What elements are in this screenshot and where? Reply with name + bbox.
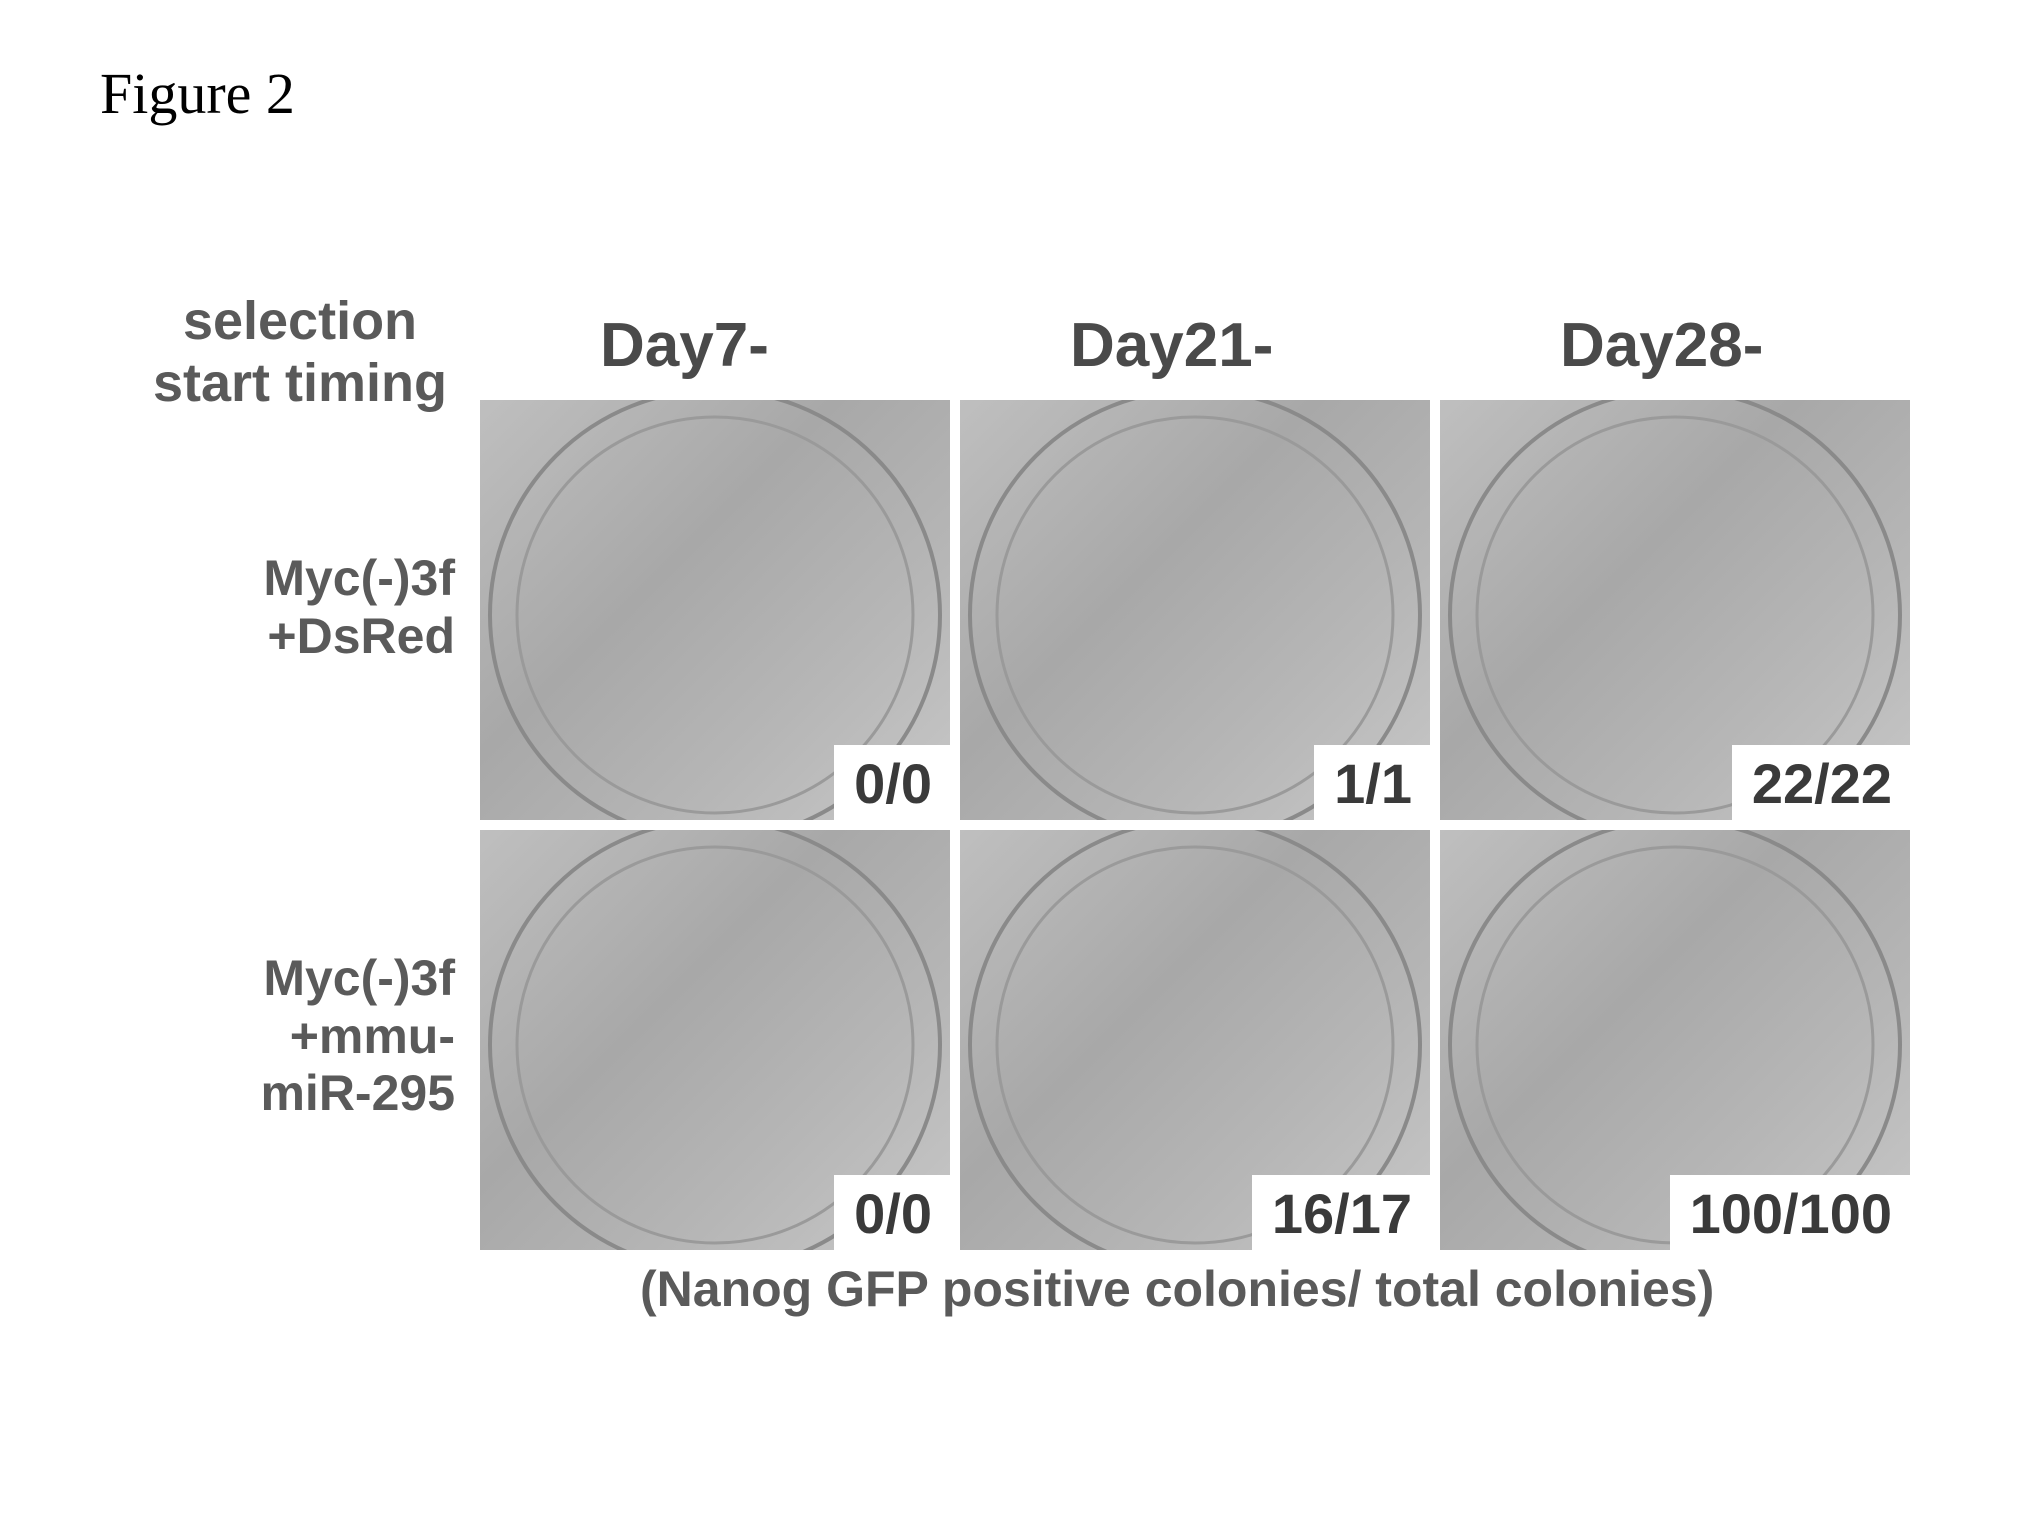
row-label-dsred: Myc(-)3f +DsRed [140, 550, 455, 665]
row1-line2: miR-295 [260, 1065, 455, 1121]
well-r0-c2: 22/22 [1440, 400, 1910, 820]
row-label-mir295: Myc(-)3f +mmu- miR-295 [140, 950, 455, 1123]
well-r0-c0: 0/0 [480, 400, 950, 820]
col-header-day28: Day28- [1560, 310, 1763, 381]
well-r0-c1: 1/1 [960, 400, 1430, 820]
col-header-day7: Day7- [600, 310, 769, 381]
count-badge: 1/1 [1314, 745, 1430, 820]
count-badge: 0/0 [834, 1175, 950, 1250]
row0-line1: +DsRed [267, 608, 455, 664]
selection-timing-label: selection start timing [140, 290, 460, 414]
count-badge: 100/100 [1670, 1175, 1910, 1250]
well-grid: 0/0 1/1 22/22 0/0 [480, 400, 1910, 1250]
count-badge: 0/0 [834, 745, 950, 820]
count-badge: 22/22 [1732, 745, 1910, 820]
well-r1-c2: 100/100 [1440, 830, 1910, 1250]
well-r1-c0: 0/0 [480, 830, 950, 1250]
figure-title: Figure 2 [100, 60, 295, 127]
col-header-day21: Day21- [1070, 310, 1273, 381]
selection-label-line1: selection [183, 291, 417, 351]
row1-line0: Myc(-)3f [263, 950, 455, 1006]
count-badge: 16/17 [1252, 1175, 1430, 1250]
footer-note: (Nanog GFP positive colonies/ total colo… [640, 1260, 1714, 1318]
well-r1-c1: 16/17 [960, 830, 1430, 1250]
row0-line0: Myc(-)3f [263, 550, 455, 606]
row1-line1: +mmu- [290, 1008, 455, 1064]
selection-label-line2: start timing [153, 353, 447, 413]
